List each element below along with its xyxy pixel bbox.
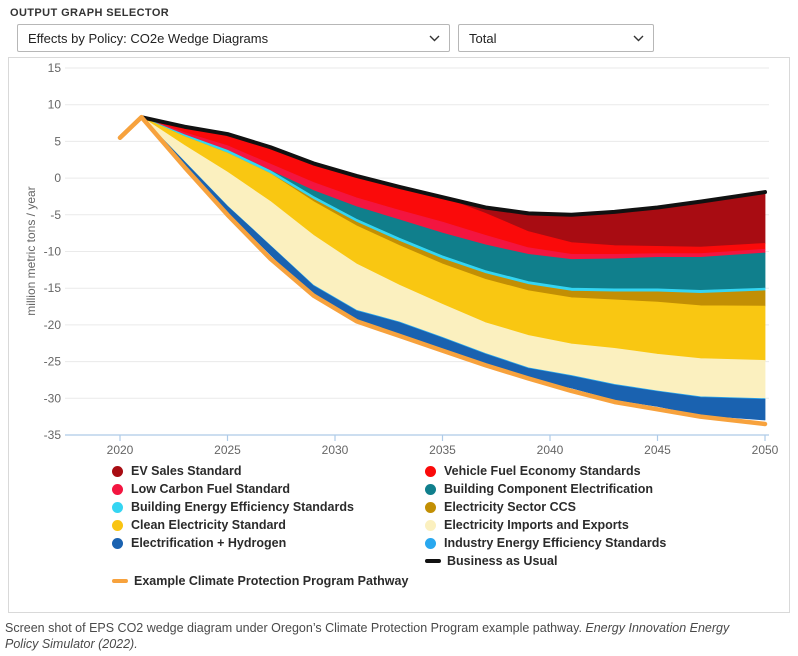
legend-item-low-carbon-fuel-standard: Low Carbon Fuel Standard [112,480,425,498]
legend-item-example-climate-protection-program-pathway: Example Climate Protection Program Pathw… [112,572,425,590]
legend-label: Example Climate Protection Program Pathw… [134,574,409,588]
legend-label: Electricity Imports and Exports [444,518,629,532]
caption-source: Energy Innovation Energy Policy Simulato… [5,621,730,652]
legend-item-electrification-hydrogen: Electrification + Hydrogen [112,534,425,552]
legend-line-marker [112,579,128,583]
legend-item-building-component-electrification: Building Component Electrification [425,480,666,498]
legend-line-marker [425,559,441,563]
x-tick-label: 2050 [752,443,779,457]
legend-color-dot [425,465,436,477]
chevron-down-icon [429,35,440,42]
chevron-down-icon [633,35,644,42]
legend-color-dot [425,483,436,495]
legend-label: Business as Usual [447,554,558,568]
legend-item-building-energy-efficiency-standards: Building Energy Efficiency Standards [112,498,425,516]
legend-label: EV Sales Standard [131,464,242,478]
legend-item-electricity-sector-ccs: Electricity Sector CCS [425,498,666,516]
legend-column-1: EV Sales Standard Low Carbon Fuel Standar… [112,462,425,590]
legend-item-vehicle-fuel-economy-standards: Vehicle Fuel Economy Standards [425,462,666,480]
x-tick-label: 2020 [107,443,134,457]
legend-color-dot [425,537,436,549]
selector-row: Effects by Policy: CO2e Wedge Diagrams T… [0,24,798,52]
y-tick-label: -5 [50,208,61,222]
scope-select-value: Total [469,30,497,46]
y-tick-label: 0 [54,171,61,185]
chart-legend: EV Sales Standard Low Carbon Fuel Standar… [9,458,789,590]
y-tick-label: 15 [48,61,62,75]
y-axis-title: million metric tons / year [24,186,38,315]
graph-type-select-value: Effects by Policy: CO2e Wedge Diagrams [28,30,269,46]
co2e-wedge-chart[interactable]: 2020 2025 2030 2035 2040 2045 2050 15 10 5 0 -5 -10 -… [9,58,789,458]
y-tick-label: -35 [44,428,62,442]
legend-color-dot [112,537,123,549]
legend-label: Building Component Electrification [444,482,654,496]
y-tick-label: -20 [44,318,62,332]
figure-caption: Screen shot of EPS CO2 wedge diagram und… [5,620,765,653]
y-tick-label: 10 [48,98,62,112]
legend-item-business-as-usual: Business as Usual [425,552,666,570]
x-tick-label: 2040 [537,443,564,457]
legend-label: Low Carbon Fuel Standard [131,482,291,496]
legend-label: Electrification + Hydrogen [131,536,287,550]
legend-label: Building Energy Efficiency Standards [131,500,354,514]
wedge-chart-card: 2020 2025 2030 2035 2040 2045 2050 15 10 5 0 -5 -10 -… [8,57,790,613]
x-tick-label: 2025 [214,443,241,457]
legend-color-dot [112,501,123,513]
legend-color-dot [425,519,436,531]
pathway-line [117,114,768,427]
legend-color-dot [112,519,123,531]
x-tick-label: 2035 [429,443,456,457]
y-tick-label: -10 [44,245,62,259]
scope-select[interactable]: Total [458,24,654,52]
y-tick-label: -15 [44,281,62,295]
legend-color-dot [425,501,436,513]
legend-item-ev-sales-standard: EV Sales Standard [112,462,425,480]
graph-type-select[interactable]: Effects by Policy: CO2e Wedge Diagrams [17,24,450,52]
caption-text: Screen shot of EPS CO2 wedge diagram und… [5,621,586,635]
page-title: OUTPUT GRAPH SELECTOR [10,7,170,19]
legend-color-dot [112,465,123,477]
x-tick-label: 2030 [322,443,349,457]
legend-item-clean-electricity-standard: Clean Electricity Standard [112,516,425,534]
legend-label: Industry Energy Efficiency Standards [444,536,667,550]
y-tick-label: 5 [54,134,61,148]
y-tick-label: -30 [44,391,62,405]
legend-item-electricity-imports-and-exports: Electricity Imports and Exports [425,516,666,534]
legend-label: Vehicle Fuel Economy Standards [444,464,641,478]
y-tick-label: -25 [44,355,62,369]
legend-color-dot [112,483,123,495]
x-tick-label: 2045 [644,443,671,457]
legend-item-industry-energy-efficiency-standards: Industry Energy Efficiency Standards [425,534,666,552]
legend-label: Electricity Sector CCS [444,500,576,514]
business-as-usual-line [118,115,767,217]
legend-label: Clean Electricity Standard [131,518,286,532]
legend-column-2: Vehicle Fuel Economy Standards Building C… [425,462,666,590]
